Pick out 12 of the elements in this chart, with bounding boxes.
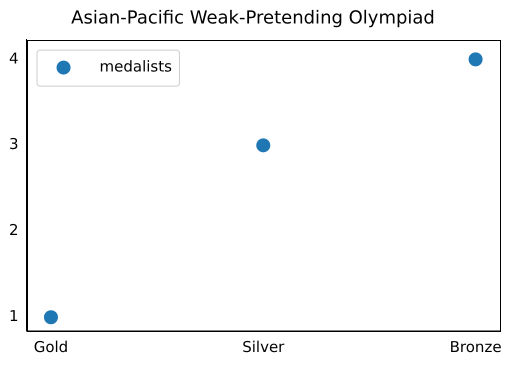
legend-label: medalists	[100, 57, 172, 76]
y-tick-label: 1	[8, 307, 19, 326]
y-tick-label: 3	[8, 135, 19, 154]
point	[44, 310, 58, 324]
chart-title: Asian-Pacific Weak-Pretending Olympiad	[71, 7, 435, 28]
y-tick-label: 2	[8, 221, 19, 240]
point	[256, 138, 270, 152]
y-tick-label: 4	[8, 49, 19, 68]
point	[468, 52, 483, 66]
x-tick-label: Bronze	[450, 338, 502, 356]
x-tick-label: Gold	[34, 338, 68, 356]
x-tick-label: Silver	[242, 338, 286, 356]
